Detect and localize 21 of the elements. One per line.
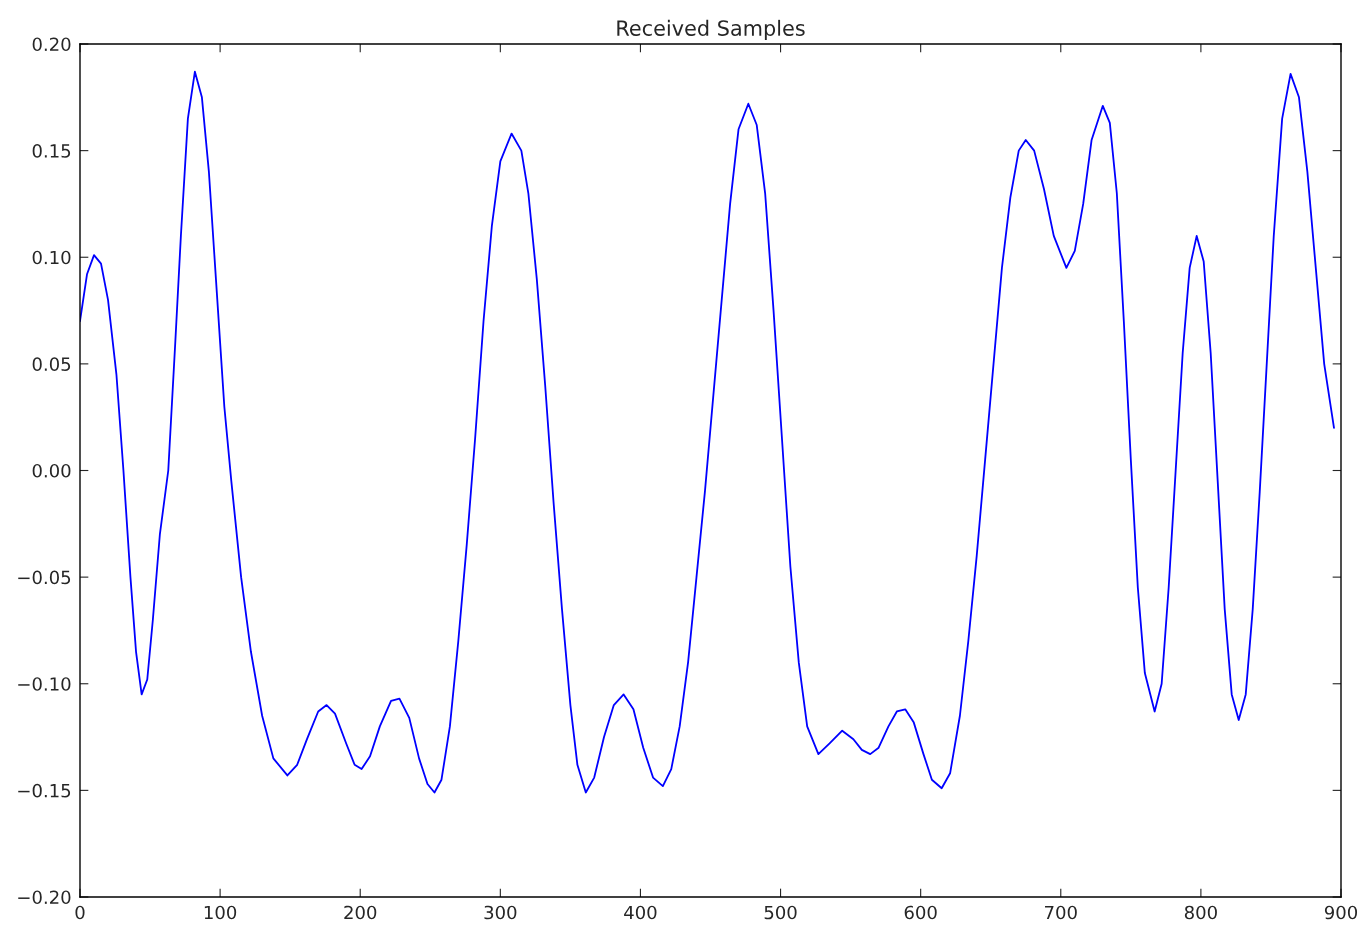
- x-tick-label: 600: [904, 905, 937, 920]
- y-tick-label: 0.05: [32, 357, 71, 371]
- x-tick-label: 800: [1184, 905, 1217, 920]
- x-tick-label: 400: [624, 905, 657, 920]
- y-tick-label: −0.15: [18, 783, 71, 798]
- chart-title: Received Samples: [617, 19, 805, 40]
- y-tick-label: 0.20: [32, 37, 71, 52]
- x-tick-label: 900: [1324, 905, 1358, 920]
- y-tick-label: 0.10: [32, 250, 71, 265]
- y-tick-label: −0.05: [18, 570, 71, 585]
- x-tick-label: 300: [484, 905, 517, 920]
- line-series: [80, 70, 1335, 794]
- x-tick-label: 200: [344, 905, 377, 920]
- x-tick-label: 100: [204, 905, 237, 920]
- y-tick-label: −0.10: [18, 677, 71, 691]
- y-tick-label: 0.00: [32, 463, 71, 478]
- x-tick-label: 700: [1045, 905, 1077, 920]
- x-tick-label: 0: [75, 905, 85, 920]
- y-tick-label: 0.15: [32, 144, 71, 158]
- y-tick-label: −0.20: [18, 890, 71, 905]
- x-tick-label: 500: [764, 905, 797, 920]
